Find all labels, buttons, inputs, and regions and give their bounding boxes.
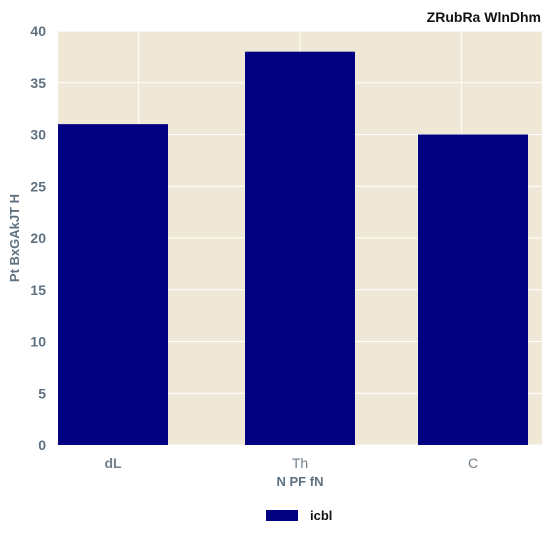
legend-swatch: [266, 510, 298, 521]
x-tick-label: C: [468, 455, 478, 471]
y-axis-ticks: 0 5 10 15 20 25 30 35 40: [30, 23, 46, 453]
chart-title: ZRubRa WlnDhm: [427, 9, 541, 25]
x-axis-ticks: dL Th C: [104, 455, 478, 471]
bars: [58, 51, 528, 446]
y-tick-label: 25: [30, 178, 46, 194]
y-tick-label: 40: [30, 23, 46, 39]
legend-label: icbl: [310, 508, 332, 523]
y-tick-label: 35: [30, 75, 46, 91]
bar-C: [418, 134, 528, 445]
y-tick-label: 30: [30, 127, 46, 143]
x-tick-label: Th: [292, 455, 308, 471]
y-tick-label: 20: [30, 230, 46, 246]
bar-dL: [58, 124, 168, 446]
x-tick-label: dL: [104, 455, 122, 471]
bar-Th: [245, 51, 355, 445]
legend: icbl: [266, 508, 332, 523]
y-tick-label: 15: [30, 282, 46, 298]
y-tick-label: 5: [38, 385, 46, 401]
y-tick-label: 10: [30, 334, 46, 350]
x-axis-label: N PF fN: [277, 474, 324, 489]
y-tick-label: 0: [38, 437, 46, 453]
y-axis-label: Pt BxGAkJT H: [7, 194, 22, 282]
